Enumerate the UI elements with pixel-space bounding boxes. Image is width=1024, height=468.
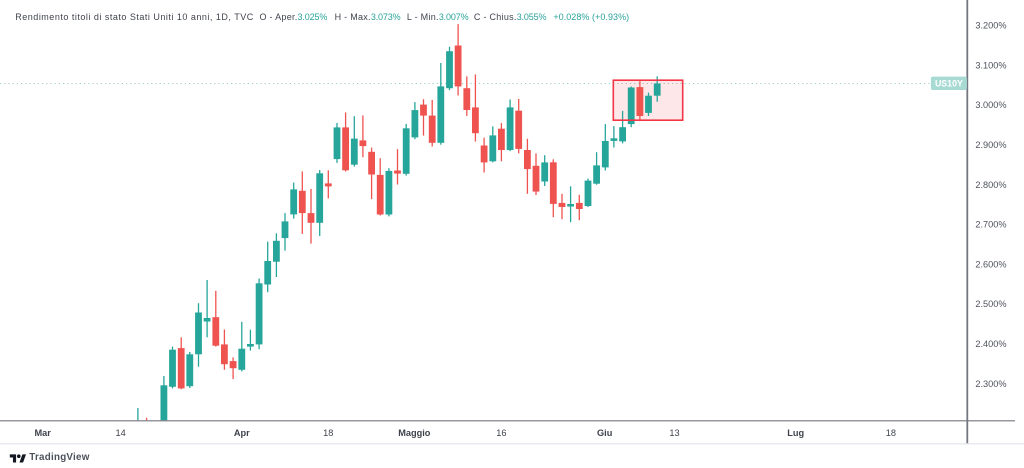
svg-text:18: 18 (886, 428, 896, 438)
svg-text:13: 13 (669, 428, 679, 438)
svg-text:2.400%: 2.400% (975, 339, 1006, 349)
svg-text:Giu: Giu (597, 428, 612, 438)
svg-text:Apr: Apr (234, 428, 250, 438)
svg-text:3.000%: 3.000% (975, 100, 1006, 110)
svg-text:US10Y: US10Y (935, 79, 963, 89)
svg-text:2.900%: 2.900% (975, 140, 1006, 150)
svg-text:Lug: Lug (787, 428, 804, 438)
svg-text:16: 16 (496, 428, 506, 438)
svg-text:14: 14 (115, 428, 125, 438)
svg-text:2.500%: 2.500% (975, 299, 1006, 309)
svg-text:2.700%: 2.700% (975, 220, 1006, 230)
svg-text:2.300%: 2.300% (975, 379, 1006, 389)
svg-text:2.600%: 2.600% (975, 259, 1006, 269)
svg-text:2.800%: 2.800% (975, 180, 1006, 190)
svg-text:3.100%: 3.100% (975, 60, 1006, 70)
svg-text:18: 18 (323, 428, 333, 438)
svg-text:Mar: Mar (35, 428, 52, 438)
svg-text:Maggio: Maggio (398, 428, 431, 438)
svg-text:3.200%: 3.200% (975, 21, 1006, 31)
